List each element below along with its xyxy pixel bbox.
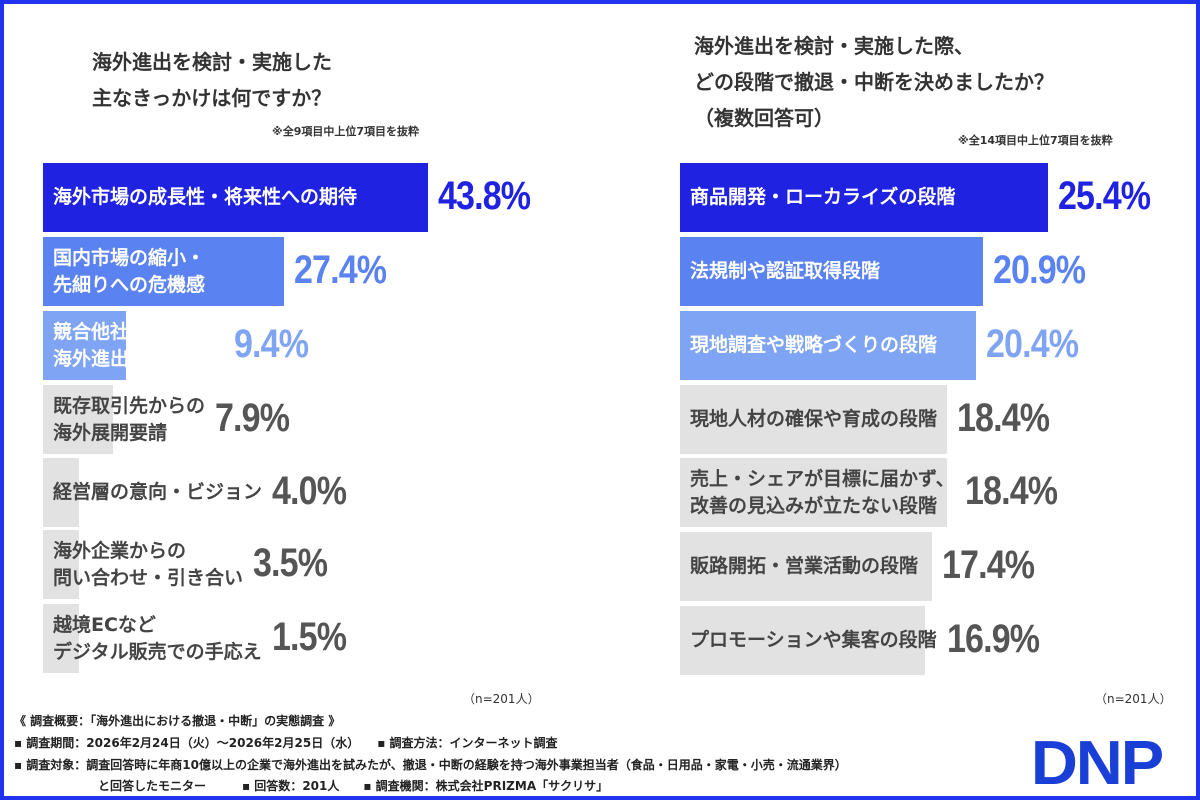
bar: プロモーションや集客の段階	[680, 606, 937, 675]
bar: 国内市場の縮小・ 先細りへの危機感	[43, 237, 285, 306]
value-label: 17.4%	[942, 542, 1035, 587]
value-label: 3.5%	[253, 540, 328, 585]
bar: 売上・シェアが目標に届かず、 改善の見込みが立たない段階	[680, 458, 955, 527]
bar: 競合他社の 海外進出状況の影響	[43, 311, 224, 380]
category-label: 競合他社の 海外進出状況の影響	[53, 320, 225, 370]
survey-target: ▪ 調査対象：調査回答時に年商10億以上の企業で海外進出を試みたが、撤退・中断の…	[14, 758, 847, 772]
bar: 越境ECなど デジタル販売での手応え	[43, 604, 262, 673]
right-chart-note: ※全14項目中上位7項目を抜粋	[958, 134, 1113, 147]
value-label: 27.4%	[294, 247, 387, 292]
category-label: 国内市場の縮小・ 先細りへの危機感	[53, 246, 206, 296]
value-label: 20.9%	[993, 247, 1086, 292]
category-label: プロモーションや集客の段階	[690, 629, 937, 651]
bar: 現地人材の確保や育成の段階	[680, 385, 947, 454]
category-label: 現地調査や戦略づくりの段階	[690, 334, 938, 356]
value-label: 7.9%	[215, 395, 290, 440]
bar: 販路開拓・営業活動の段階	[680, 532, 933, 601]
survey-period-method: ▪ 調査期間：2026年2月24日（火）〜2026年2月25日（水） ▪ 調査方…	[14, 736, 558, 750]
category-label: 販路開拓・営業活動の段階	[690, 555, 919, 577]
value-label: 43.8%	[438, 173, 531, 218]
bar: 経営層の意向・ビジョン	[43, 458, 262, 527]
category-label: 法規制や認証取得段階	[690, 260, 881, 282]
bar: 法規制や認証取得段階	[680, 237, 984, 306]
bar: 商品開発・ローカライズの段階	[680, 163, 1049, 232]
bar: 海外企業からの 問い合わせ・引き合い	[43, 530, 243, 599]
value-label: 18.4%	[956, 395, 1050, 440]
category-label: 海外企業からの 問い合わせ・引き合い	[53, 539, 244, 589]
category-label: 売上・シェアが目標に届かず、 改善の見込みが立たない段階	[690, 467, 955, 517]
value-label: 25.4%	[1058, 173, 1151, 218]
category-label: 現地人材の確保や育成の段階	[690, 408, 938, 430]
left-chart-note: ※全9項目中上位7項目を抜粋	[272, 125, 420, 138]
bar: 既存取引先からの 海外展開要請	[43, 385, 205, 454]
category-label: 商品開発・ローカライズの段階	[690, 186, 956, 208]
left-sample-size: （n=201人）	[463, 692, 540, 706]
right-chart-title: 海外進出を検討・実施した際、 どの段階で撤退・中断を決めましたか？ （複数回答可…	[694, 34, 1054, 130]
value-label: 18.4%	[965, 468, 1058, 513]
right-sample-size: （n=201人）	[1095, 692, 1172, 706]
survey-count-org: と回答したモニター ▪ 回答数：201人 ▪ 調査機関：株式会社PRIZMA「サ…	[14, 779, 609, 793]
category-label: 経営層の意向・ビジョン	[53, 481, 263, 503]
category-label: 既存取引先からの 海外展開要請	[53, 394, 206, 444]
value-label: 1.5%	[272, 614, 347, 659]
dnp-logo: DNP	[1030, 729, 1164, 798]
bar: 海外市場の成長性・将来性への期待	[43, 163, 429, 232]
survey-overview: 《 調査概要：「海外進出における撤退・中断」の実態調査 》	[14, 714, 341, 728]
value-label: 20.4%	[985, 321, 1079, 366]
left-chart-title: 海外進出を検討・実施した 主なきっかけは何ですか？	[92, 50, 332, 110]
value-label: 9.4%	[234, 321, 309, 366]
category-label: 越境ECなど デジタル販売での手応え	[53, 613, 262, 663]
bar: 現地調査や戦略づくりの段階	[680, 311, 976, 380]
value-label: 16.9%	[947, 616, 1040, 661]
value-label: 4.0%	[272, 468, 347, 513]
category-label: 海外市場の成長性・将来性への期待	[53, 186, 358, 208]
